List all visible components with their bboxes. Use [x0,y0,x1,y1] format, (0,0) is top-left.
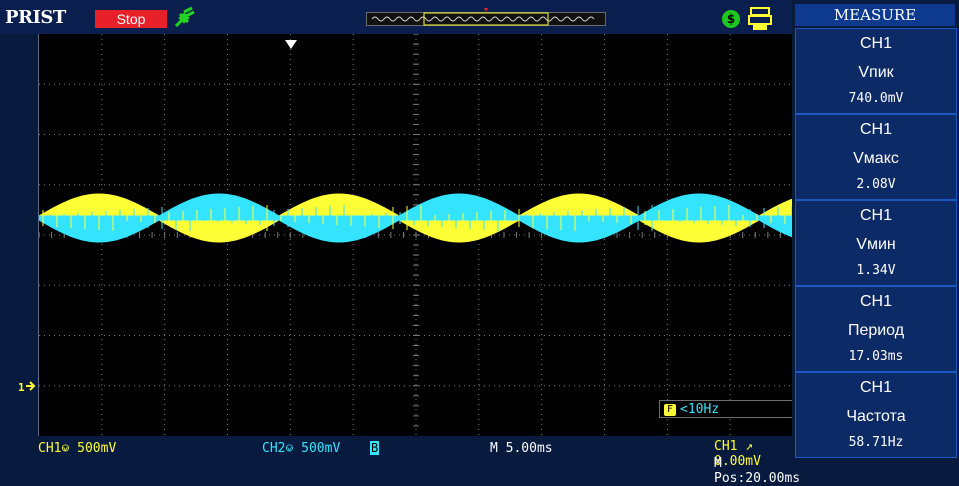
usb-status-icon: $ [722,10,740,28]
measure-value: 58.71Hz [848,435,904,450]
brand-label: PRIST [5,7,66,28]
ch2-bandwidth-limit-badge: B [370,441,380,455]
trigger-position-marker-icon[interactable] [283,38,299,52]
measure-slot-2[interactable]: CH1 Vмакс 2.08V [795,114,957,200]
trigger-frequency-icon: F [664,403,676,416]
measure-channel: CH1 [859,293,892,310]
measure-channel: CH1 [859,207,892,224]
run-state-badge[interactable]: Stop [95,10,167,28]
measure-menu-title: MEASURE [795,4,955,26]
ch1-ground-marker-icon[interactable]: 1 [18,380,36,394]
measure-value: 1.34V [856,263,896,278]
connection-plug-icon [174,6,195,28]
measure-name: Период [847,322,905,339]
measure-channel: CH1 [859,379,892,396]
ch2-scale-readout: CH2⎉ 500mV [262,441,341,456]
measure-slot-1[interactable]: CH1 Vпик 740.0mV [795,28,957,114]
waveform-display: F <10Hz [38,33,821,436]
trigger-readout: CH1 ↗ 0.00mV [714,439,761,469]
measure-name: Частота [846,408,906,425]
svg-text:$: $ [727,12,735,26]
measure-name: Vмин [856,236,896,253]
measure-value: 740.0mV [848,91,904,106]
measure-channel: CH1 [859,35,892,52]
memory-position-indicator [366,8,606,26]
measure-slot-4[interactable]: CH1 Период 17.03ms [795,286,957,372]
timebase-readout: M 5.00ms [490,441,553,456]
measure-channel: CH1 [859,121,892,138]
measure-value: 17.03ms [848,349,904,364]
measure-menu: MEASURE CH1 Vпик 740.0mV CH1 Vмакс 2.08V… [792,0,959,475]
measure-slot-5[interactable]: CH1 Частота 58.71Hz [795,372,957,458]
svg-text:1: 1 [18,381,25,394]
bottom-status-bar: CH1⎉ 500mV CH2⎉ 500mV B M 5.00ms CH1 ↗ 0… [0,436,800,486]
waveform-plot [38,33,794,436]
measure-value: 2.08V [856,177,896,192]
trigger-frequency-text: <10Hz [680,402,720,417]
top-status-bar: PRIST Stop $ [0,0,792,34]
trigger-frequency-box: F <10Hz [659,400,821,418]
measure-slot-3[interactable]: CH1 Vмин 1.34V [795,200,957,286]
waveforms [38,193,794,243]
printer-icon [748,7,772,30]
ch1-scale-readout: CH1⎉ 500mV [38,441,117,456]
horizontal-position-readout: M Pos:20.00ms [714,456,801,486]
measure-name: Vмакс [853,150,899,167]
measure-name: Vпик [858,64,894,81]
